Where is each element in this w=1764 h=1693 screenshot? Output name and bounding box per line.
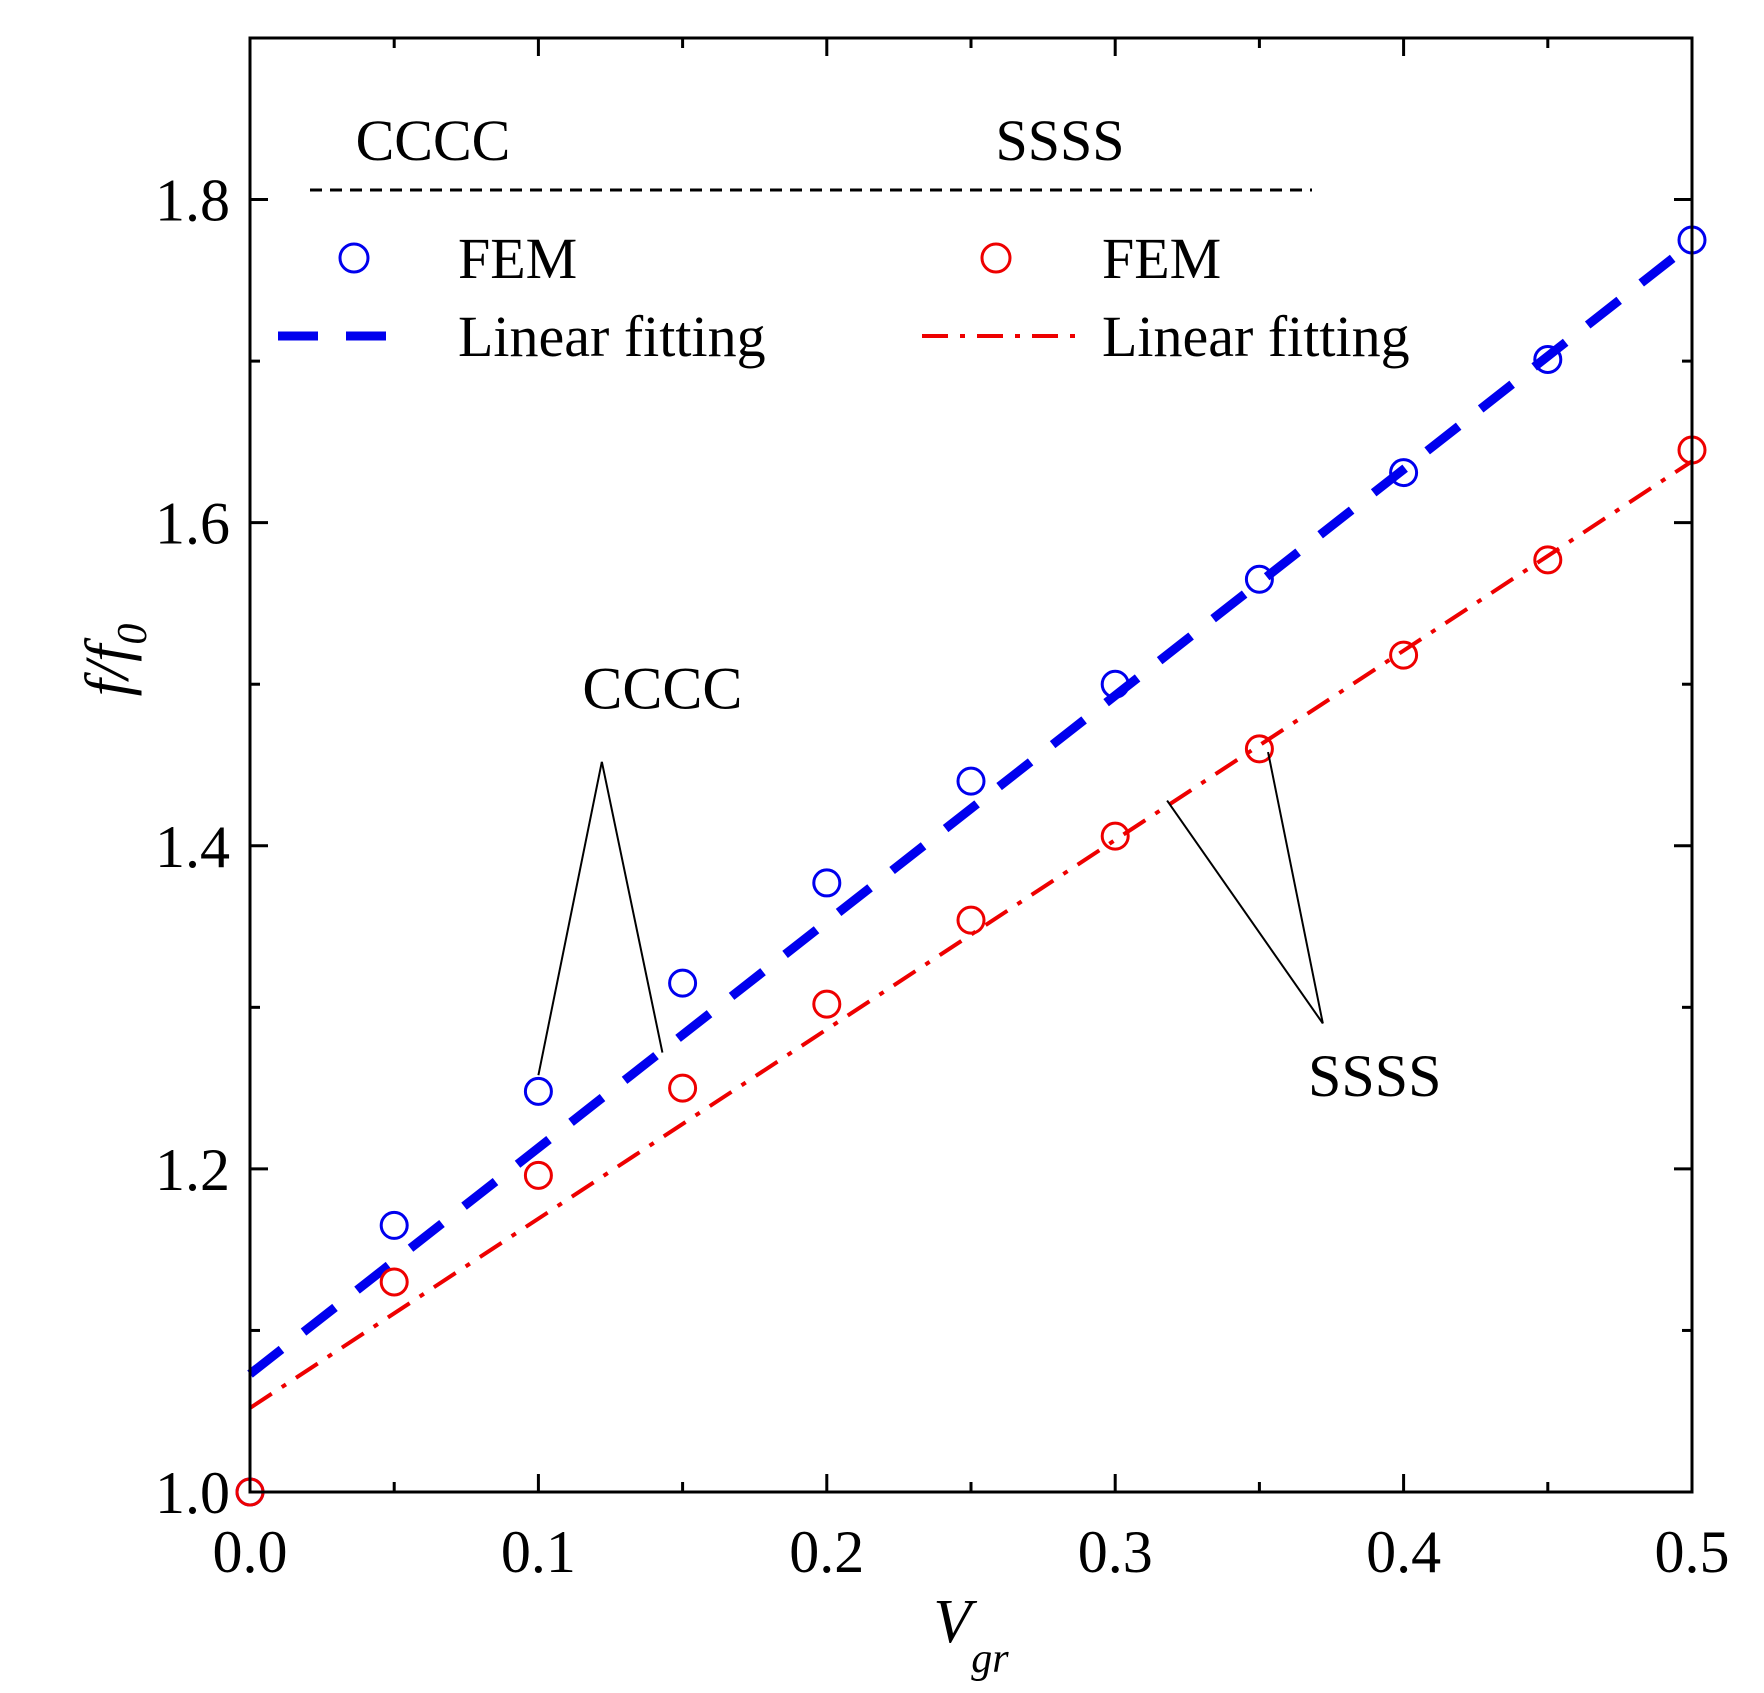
y-tick-label: 1.6 [155, 491, 230, 557]
x-tick-label: 0.3 [1078, 1519, 1153, 1585]
y-axis-title: f/f0 [74, 624, 156, 697]
x-tick-label: 0.0 [213, 1519, 288, 1585]
annotation-cccc-label: CCCC [582, 655, 742, 721]
cccc-fem-point [668, 968, 698, 998]
x-axis-title-subscript: gr [971, 1636, 1009, 1682]
ssss-fem-point [1100, 821, 1130, 851]
legend-cccc-header: CCCC [356, 108, 511, 173]
axis-ticks: 0.0 0.1 0.2 0.3 0.4 0.5 1.0 1.2 1.4 1.6 1.8 [155, 36, 1730, 1585]
ssss-fem-point [668, 1073, 698, 1103]
ssss-fem-point [379, 1267, 409, 1297]
annotation-ssss-label: SSSS [1308, 1043, 1441, 1109]
y-tick-label: 1.8 [155, 168, 230, 234]
cccc-fem-point [1389, 458, 1419, 488]
cccc-fem-point [1244, 564, 1274, 594]
annotation-cccc-leader-line [600, 761, 664, 1053]
cccc-fem-point [812, 868, 842, 898]
legend-cccc-fem-label: FEM [458, 226, 577, 291]
legend-ssss-fem-swatch [980, 242, 1012, 274]
x-tick-label: 0.4 [1366, 1519, 1441, 1585]
x-tick-label: 0.2 [789, 1519, 864, 1585]
cccc-fem-point [379, 1210, 409, 1240]
ssss-fem-point [1244, 734, 1274, 764]
annotation-layer: CCCC SSSS [537, 655, 1442, 1109]
ssss-linear-fitting-line [248, 459, 1694, 1410]
legend-cccc-fem-swatch [338, 242, 370, 274]
ssss-fem-point [523, 1160, 553, 1190]
cccc-fem-point [956, 766, 986, 796]
ssss-fem-point [812, 989, 842, 1019]
y-tick-label: 1.4 [155, 814, 230, 880]
cccc-fem-point [1533, 344, 1563, 374]
cccc-linear-fitting-line [247, 239, 1695, 1378]
x-axis-title: Vgr [933, 1588, 1009, 1682]
ssss-fem-point [1389, 640, 1419, 670]
legend-cccc-fit-label: Linear fitting [458, 304, 766, 369]
y-tick-label: 1.0 [155, 1460, 230, 1526]
y-axis-title-subscript: 0 [110, 624, 156, 645]
y-tick-label: 1.2 [155, 1137, 230, 1203]
annotation-ssss-leader-line [1166, 799, 1324, 1025]
ssss-fem-point [956, 905, 986, 935]
legend-ssss-fem-label: FEM [1102, 226, 1221, 291]
series-layer [235, 225, 1707, 1507]
x-tick-label: 0.1 [501, 1519, 576, 1585]
annotation-ssss-leader-line [1267, 751, 1324, 1024]
annotation-cccc-leader-line [537, 761, 603, 1076]
ssss-fem-point [1533, 545, 1563, 575]
x-tick-label: 0.5 [1655, 1519, 1730, 1585]
cccc-fem-point [523, 1076, 553, 1106]
legend: CCCC FEM Linear fitting SSSS FEM Linear fitti… [278, 108, 1410, 369]
legend-ssss-header: SSSS [995, 108, 1124, 173]
legend-ssss-fit-label: Linear fitting [1102, 304, 1410, 369]
